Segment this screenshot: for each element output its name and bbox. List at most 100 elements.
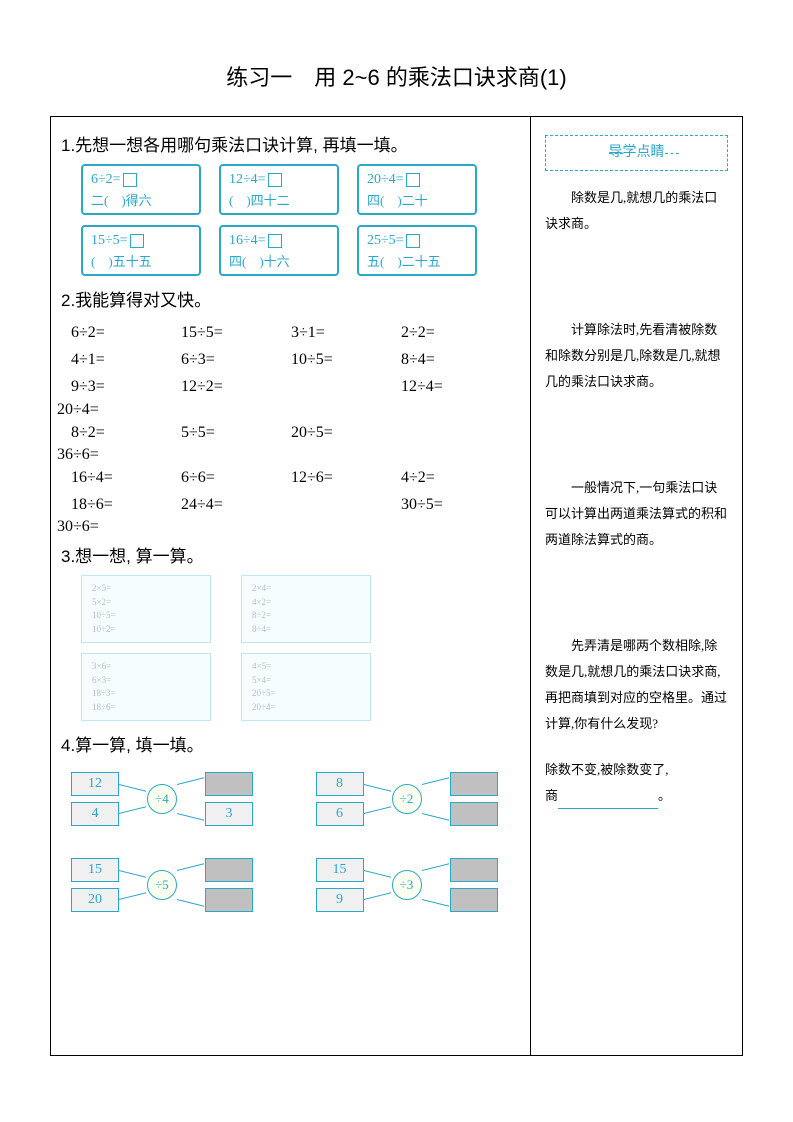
q3-eq: 8÷2=: [252, 609, 360, 623]
q4-output[interactable]: [205, 772, 253, 796]
answer-blank[interactable]: [130, 234, 144, 248]
q2-spill: 20÷4=: [57, 401, 520, 419]
equation: 15÷5=: [91, 233, 128, 249]
q4-item: 8 6 ÷2: [316, 764, 521, 834]
q4-input: 15: [316, 858, 364, 882]
q4-input: 15: [71, 858, 119, 882]
q4-output[interactable]: [450, 858, 498, 882]
q2-cell: 5÷5=: [181, 419, 291, 446]
guide-p4c: 商: [545, 788, 558, 803]
q2-cell: [401, 419, 511, 446]
q1-row: 6÷2= 二( )得六 12÷4= ( )四十二 20÷4= 四( )二十: [81, 164, 520, 215]
q2-cell: 30÷5=: [401, 491, 511, 518]
guide-p4b: 除数不变,被除数变了,: [545, 757, 728, 783]
q3-heading: 3.想一想, 算一算。: [61, 542, 520, 567]
q2-spill: 36÷6=: [57, 446, 520, 464]
equation: 25÷5=: [367, 233, 404, 249]
q2-cell: 18÷6=: [71, 491, 181, 518]
q3-eq: 10÷2=: [92, 623, 200, 637]
q4-item: 12 4 ÷4 3: [71, 764, 276, 834]
guide-header: 导学点睛: [545, 135, 728, 171]
q2-spill: 30÷6=: [57, 518, 520, 536]
q2-cell: 15÷5=: [181, 319, 291, 346]
q2-cell: 16÷4=: [71, 464, 181, 491]
guide-p4a: 先弄清是哪两个数相除,除数是几,就想几的乘法口诀求商,再把商填到对应的空格里。通…: [545, 633, 728, 737]
answer-blank[interactable]: [268, 173, 282, 187]
rhyme: ( )四十二: [229, 190, 329, 209]
q4-input: 20: [71, 888, 119, 912]
q3-row: 3×6= 6×3= 18÷3= 18÷6= 4×5= 5×4= 20÷5= 20…: [81, 653, 520, 721]
q4-operator: ÷5: [147, 870, 177, 900]
q4-output[interactable]: [205, 858, 253, 882]
q2-cell: 6÷6=: [181, 464, 291, 491]
q2-cell: 6÷3=: [181, 346, 291, 373]
q4-input: 4: [71, 802, 119, 826]
answer-blank[interactable]: [123, 173, 137, 187]
q2-heading: 2.我能算得对又快。: [61, 286, 520, 311]
equation: 16÷4=: [229, 233, 266, 249]
q1-box[interactable]: 16÷4= 四( )十六: [219, 225, 339, 276]
guide-p4-line: 商。: [545, 783, 728, 809]
q1-box[interactable]: 12÷4= ( )四十二: [219, 164, 339, 215]
q4-row: 15 20 ÷5 15 9: [71, 850, 520, 920]
q3-box[interactable]: 2×5= 5×2= 10÷5= 10÷2=: [81, 575, 211, 643]
q4-output[interactable]: 3: [205, 802, 253, 826]
guide-column: 导学点睛 除数是几,就想几的乘法口诀求商。 计算除法时,先看清被除数和除数分别是…: [531, 117, 742, 1055]
q1-heading: 1.先想一想各用哪句乘法口诀计算, 再填一填。: [61, 131, 520, 156]
q3-eq: 18÷3=: [92, 687, 200, 701]
guide-p3: 一般情况下,一句乘法口诀可以计算出两道乘法算式的积和两道除法算式的商。: [545, 475, 728, 553]
q2-cell: 2÷2=: [401, 319, 511, 346]
answer-blank[interactable]: [406, 234, 420, 248]
q4-input: 12: [71, 772, 119, 796]
q2-cell: 10÷5=: [291, 346, 401, 373]
q4-output[interactable]: [450, 772, 498, 796]
q3-box[interactable]: 4×5= 5×4= 20÷5= 20÷4=: [241, 653, 371, 721]
q2-cell: 8÷2=: [71, 419, 181, 446]
q4-operator: ÷4: [147, 784, 177, 814]
q4-input: 9: [316, 888, 364, 912]
q4-row: 12 4 ÷4 3 8 6: [71, 764, 520, 834]
q3-row: 2×5= 5×2= 10÷5= 10÷2= 2×4= 4×2= 8÷2= 8÷4…: [81, 575, 520, 643]
q3-eq: 4×2=: [252, 596, 360, 610]
q4-item: 15 20 ÷5: [71, 850, 276, 920]
q1-box[interactable]: 15÷5= ( )五十五: [81, 225, 201, 276]
q1-box[interactable]: 25÷5= 五( )二十五: [357, 225, 477, 276]
q2-cell: 20÷5=: [291, 419, 401, 446]
q3-box[interactable]: 2×4= 4×2= 8÷2= 8÷4=: [241, 575, 371, 643]
q2-cell: [291, 373, 401, 400]
q2-grid: 16÷4= 6÷6= 12÷6= 4÷2= 18÷6= 24÷4= 30÷5=: [71, 464, 520, 518]
q3-eq: 20÷5=: [252, 687, 360, 701]
q4-output[interactable]: [205, 888, 253, 912]
q1-row: 15÷5= ( )五十五 16÷4= 四( )十六 25÷5= 五( )二十五: [81, 225, 520, 276]
q2-cell: [291, 491, 401, 518]
q2-cell: 24÷4=: [181, 491, 291, 518]
q4-area: 12 4 ÷4 3 8 6: [71, 764, 520, 920]
q3-eq: 2×4=: [252, 582, 360, 596]
q4-input: 6: [316, 802, 364, 826]
q2-cell: 8÷4=: [401, 346, 511, 373]
q3-eq: 8÷4=: [252, 623, 360, 637]
q2-cell: 12÷4=: [401, 373, 511, 400]
q2-row: 6÷2= 15÷5= 3÷1= 2÷2=: [71, 319, 520, 346]
q2-row: 16÷4= 6÷6= 12÷6= 4÷2=: [71, 464, 520, 491]
equation: 6÷2=: [91, 172, 121, 188]
rhyme: 四( )二十: [367, 190, 467, 209]
q4-output[interactable]: [450, 888, 498, 912]
q3-eq: 20÷4=: [252, 701, 360, 715]
answer-blank[interactable]: [406, 173, 420, 187]
q3-eq: 18÷6=: [92, 701, 200, 715]
q4-heading: 4.算一算, 填一填。: [61, 731, 520, 756]
exercises-column: 1.先想一想各用哪句乘法口诀计算, 再填一填。 6÷2= 二( )得六 12÷4…: [51, 117, 531, 1055]
q4-output[interactable]: [450, 802, 498, 826]
fill-blank[interactable]: [558, 795, 658, 809]
q1-box[interactable]: 6÷2= 二( )得六: [81, 164, 201, 215]
guide-p2: 计算除法时,先看清被除数和除数分别是几,除数是几,就想几的乘法口诀求商。: [545, 317, 728, 395]
answer-blank[interactable]: [268, 234, 282, 248]
q1-box[interactable]: 20÷4= 四( )二十: [357, 164, 477, 215]
q3-eq: 5×2=: [92, 596, 200, 610]
q4-operator: ÷2: [392, 784, 422, 814]
q3-box[interactable]: 3×6= 6×3= 18÷3= 18÷6=: [81, 653, 211, 721]
equation: 12÷4=: [229, 172, 266, 188]
q2-grid: 8÷2= 5÷5= 20÷5=: [71, 419, 520, 446]
q4-input: 8: [316, 772, 364, 796]
